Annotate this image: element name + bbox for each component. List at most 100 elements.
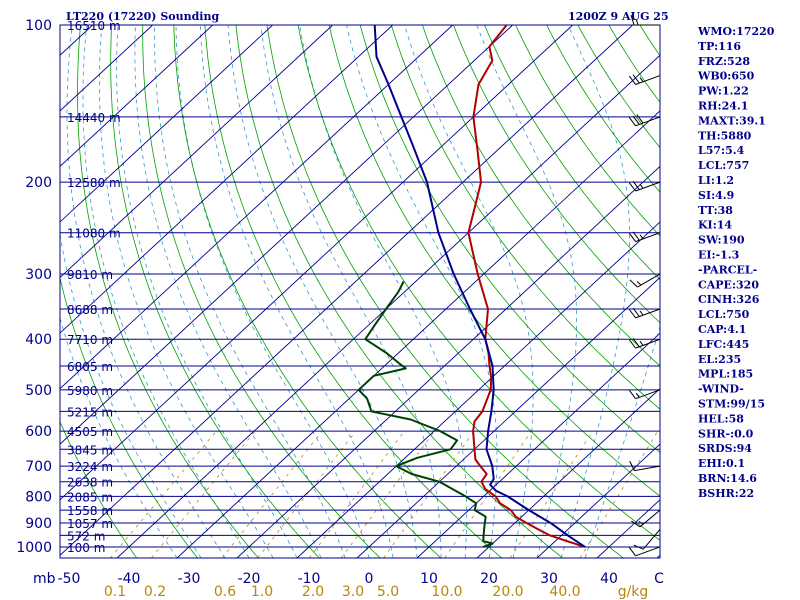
index-line: CAPE:320: [698, 278, 759, 291]
height-label: 100 m: [67, 541, 105, 555]
pressure-tick-label: 400: [25, 332, 52, 348]
pressure-tick-label: 500: [25, 383, 52, 399]
index-line: SHR-:0.0: [698, 427, 754, 440]
index-line: EI:-1.3: [698, 249, 739, 262]
index-line: TP:116: [698, 40, 741, 53]
index-line: BRN:14.6: [698, 472, 757, 485]
moist-adiabat: [134, 25, 322, 558]
dry-adiabat: [60, 276, 198, 558]
dry-adiabat: [297, 25, 660, 541]
index-line: LCL:757: [698, 159, 749, 172]
dry-adiabat: [77, 25, 259, 558]
index-panel: WMO:17220 TP:116 FRZ:528 WB0:650 PW:1.22 RH:2…: [697, 25, 775, 500]
isotherm: [60, 25, 214, 167]
moist-adiabat: [560, 25, 630, 558]
mixing-ratio-line: [257, 430, 357, 558]
temperature-tick-label: -50: [58, 571, 81, 587]
parcel-line: [373, 25, 586, 548]
moist-adiabat: [299, 25, 468, 558]
index-line: LI:1.2: [698, 174, 734, 187]
isotherm: [0, 25, 33, 558]
height-label: 5215 m: [67, 405, 113, 419]
isotherm: [60, 25, 454, 390]
wind-barb: [630, 14, 660, 26]
height-label: 6805 m: [67, 360, 113, 374]
wind-barb: [628, 114, 661, 127]
sounding-series: [357, 25, 586, 548]
station-title: LT220 (17220) Sounding: [66, 10, 219, 23]
index-line: STM:99/15: [698, 398, 765, 411]
isotherm: [60, 25, 334, 279]
index-line: CAP:4.1: [698, 323, 746, 336]
mixing-ratio-tick-label: 10.0: [431, 584, 462, 600]
mixing-ratio-tick-label: 3.0: [342, 584, 364, 600]
height-label: 572 m: [67, 529, 105, 543]
mixing-ratio-unit-label: g/kg: [618, 584, 649, 600]
frame-border: [59, 24, 661, 559]
wind-barb: [628, 389, 661, 400]
isotherms: [0, 25, 660, 558]
temperature-line: [467, 25, 586, 548]
height-label: 3845 m: [67, 443, 113, 457]
dry-adiabat: [204, 25, 502, 558]
mixing-ratio-line: [444, 430, 532, 558]
mixing-ratio-line: [509, 430, 594, 558]
wind-barb: [628, 338, 661, 349]
index-line: SI:4.9: [698, 189, 734, 202]
height-label: 14440 m: [67, 111, 121, 125]
index-line: SW:190: [698, 234, 745, 247]
height-label: 5980 m: [67, 384, 113, 398]
mixing-ratio-lines: [110, 430, 659, 558]
dry-adiabat: [266, 25, 624, 558]
dry-adiabat: [515, 25, 660, 237]
isotherm: [416, 332, 660, 558]
index-line: LFC:445: [698, 338, 749, 351]
isotherm: [176, 110, 660, 558]
wind-barb: [628, 74, 661, 85]
moist-adiabat: [260, 25, 442, 558]
dry-adiabat: [235, 25, 563, 558]
isotherm: [536, 443, 660, 558]
plot-frame: [59, 24, 661, 559]
temperature-tick-label: -30: [178, 571, 201, 587]
moist-adiabat: [199, 25, 394, 558]
moist-adiabat: [175, 25, 370, 558]
index-line: MPL:185: [698, 368, 753, 381]
temperature-unit-label: C: [654, 571, 664, 587]
isotherm: [60, 25, 634, 556]
temperature-tick-label: 0: [365, 571, 374, 587]
index-line: HEL:58: [698, 412, 744, 425]
temperature-tick-label: 40: [600, 571, 618, 587]
dry-adiabat: [453, 25, 660, 324]
wind-barb: [629, 461, 661, 472]
height-label: 2085 m: [67, 490, 113, 504]
moist-adiabat: [227, 25, 418, 558]
dry-adiabats: [60, 25, 800, 558]
pressure-tick-label: 1000: [16, 540, 52, 556]
index-line: BSHR:22: [698, 487, 754, 500]
moist-adiabat: [584, 325, 660, 558]
mixing-ratio-tick-label: 0.2: [144, 584, 166, 600]
temperature-tick-label: 30: [540, 571, 558, 587]
wind-barb: [633, 528, 661, 550]
temperature-tick-label: -40: [118, 571, 141, 587]
mixing-ratio-tick-label: 2.0: [302, 584, 324, 600]
mixing-ratio-line: [579, 430, 659, 558]
height-label: 11080 m: [67, 227, 121, 241]
height-label: 1558 m: [67, 504, 113, 518]
index-line: FRZ:528: [698, 55, 750, 68]
moist-adiabat: [476, 25, 577, 558]
dry-adiabat: [764, 25, 800, 558]
dewpoint-line: [357, 281, 494, 548]
index-line: EL:235: [698, 353, 741, 366]
mixing-ratio-line: [150, 430, 256, 558]
pressure-tick-label: 100: [25, 18, 52, 34]
mixing-ratio-line: [309, 430, 405, 558]
height-label: 3224 m: [67, 460, 113, 474]
index-line: EHI:0.1: [698, 457, 745, 470]
moist-adiabat: [98, 25, 274, 558]
index-line: LCL:750: [698, 308, 750, 321]
moist-adiabat: [66, 25, 226, 558]
dry-adiabat: [390, 25, 660, 410]
index-line: MAXT:39.1: [698, 114, 766, 127]
